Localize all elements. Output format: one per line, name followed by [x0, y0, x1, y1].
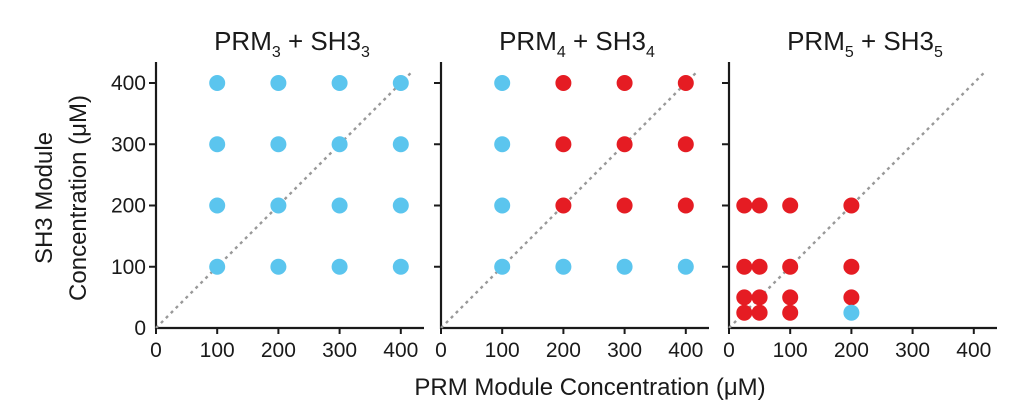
x-tick-label: 0 — [435, 339, 447, 362]
x-tick-label: 200 — [546, 339, 581, 362]
data-point-blue — [270, 75, 287, 91]
data-point-blue — [392, 75, 409, 91]
title-subscript: 5 — [934, 44, 943, 61]
data-point-blue — [331, 197, 348, 214]
data-point-red — [555, 136, 572, 153]
data-point-blue — [209, 258, 226, 275]
data-point-red — [751, 289, 768, 306]
x-tick-label: 0 — [150, 339, 162, 362]
title-text: PRM — [214, 26, 272, 56]
data-point-red — [751, 304, 768, 321]
title-subscript: 3 — [361, 44, 370, 61]
data-point-red — [616, 75, 633, 91]
title-text: + SH3 — [281, 26, 361, 56]
y-tick-label: 400 — [111, 72, 146, 95]
title-subscript: 4 — [557, 44, 566, 61]
title-text: PRM — [499, 26, 557, 56]
data-point-red — [843, 289, 860, 306]
data-point-blue — [392, 258, 409, 275]
data-point-blue — [270, 258, 287, 275]
x-axis-title: PRM Module Concentration (μM) — [414, 374, 765, 401]
data-point-red — [616, 136, 633, 153]
x-tick-label: 300 — [607, 339, 642, 362]
data-point-red — [677, 136, 694, 153]
title-subscript: 3 — [272, 44, 281, 61]
diagonal-reference-line — [440, 69, 699, 329]
y-tick-label: 200 — [111, 195, 146, 218]
data-point-blue — [494, 136, 511, 153]
data-point-red — [555, 75, 572, 91]
data-point-blue — [209, 75, 226, 91]
y-tick-label: 0 — [134, 317, 146, 340]
data-point-red — [677, 75, 694, 91]
data-point-red — [782, 258, 799, 275]
x-tick-label: 200 — [834, 339, 869, 362]
panel-title: PRM4 + SH34 — [499, 26, 655, 61]
data-point-blue — [209, 136, 226, 153]
data-point-red — [843, 258, 860, 275]
data-point-red — [736, 289, 753, 306]
y-axis-title-line2: Concentration (μM) — [65, 95, 92, 301]
panel-title: PRM3 + SH33 — [214, 26, 370, 61]
title-subscript: 4 — [646, 44, 655, 61]
data-point-blue — [392, 136, 409, 153]
data-point-red — [751, 258, 768, 275]
x-tick-label: 400 — [668, 339, 703, 362]
x-tick-label: 400 — [956, 339, 991, 362]
data-point-red — [677, 197, 694, 214]
data-point-blue — [392, 197, 409, 214]
data-point-red — [782, 289, 799, 306]
data-point-blue — [494, 197, 511, 214]
x-tick-label: 200 — [261, 339, 296, 362]
data-point-red — [782, 197, 799, 214]
data-point-red — [736, 304, 753, 321]
data-point-blue — [555, 258, 572, 275]
title-text: PRM — [787, 26, 845, 56]
x-tick-label: 100 — [485, 339, 520, 362]
diagonal-reference-line — [728, 69, 987, 329]
y-tick-label: 300 — [111, 133, 146, 156]
title-text: + SH3 — [566, 26, 646, 56]
data-point-blue — [209, 197, 226, 214]
data-point-red — [782, 304, 799, 321]
diagonal-reference-line — [155, 69, 414, 329]
x-tick-label: 100 — [200, 339, 235, 362]
data-point-blue — [270, 136, 287, 153]
data-point-blue — [331, 75, 348, 91]
data-point-blue — [677, 258, 694, 275]
data-point-blue — [331, 258, 348, 275]
data-point-blue — [270, 197, 287, 214]
data-point-blue — [331, 136, 348, 153]
title-subscript: 5 — [845, 44, 854, 61]
x-tick-label: 400 — [383, 339, 418, 362]
data-point-blue — [843, 304, 860, 321]
data-point-blue — [494, 75, 511, 91]
x-tick-label: 300 — [322, 339, 357, 362]
title-text: + SH3 — [854, 26, 934, 56]
data-point-red — [751, 197, 768, 214]
x-tick-label: 300 — [895, 339, 930, 362]
x-tick-label: 100 — [773, 339, 808, 362]
data-point-red — [555, 197, 572, 214]
data-point-blue — [616, 258, 633, 275]
y-axis-title-line1: SH3 Module — [31, 132, 58, 264]
data-point-red — [616, 197, 633, 214]
data-point-blue — [494, 258, 511, 275]
data-point-red — [843, 197, 860, 214]
y-tick-label: 100 — [111, 256, 146, 279]
x-tick-label: 0 — [723, 339, 735, 362]
data-point-red — [736, 197, 753, 214]
panel-title: PRM5 + SH35 — [787, 26, 943, 61]
data-point-red — [736, 258, 753, 275]
